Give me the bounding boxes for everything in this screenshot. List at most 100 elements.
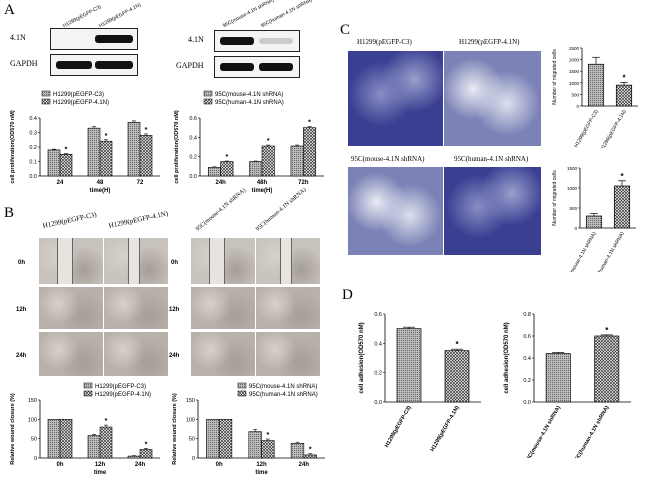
x-tick-label: 48h bbox=[257, 180, 268, 186]
panel-letter-d: D bbox=[342, 287, 353, 303]
blot-right-row1-label: 4.1N bbox=[188, 35, 204, 44]
bar bbox=[261, 145, 275, 177]
wound-right-row-0h: 0h bbox=[171, 260, 179, 266]
blot-band bbox=[259, 38, 293, 44]
y-tick-label: 0.2 bbox=[29, 145, 37, 151]
significance-star: * bbox=[308, 120, 311, 127]
bar bbox=[220, 161, 234, 177]
wound-left-row-12h: 12h bbox=[16, 307, 27, 313]
bar bbox=[248, 431, 262, 459]
y-tick-label: 1500 bbox=[567, 166, 578, 171]
wound-image bbox=[190, 331, 256, 377]
blot-left-row1-label: 4.1N bbox=[10, 33, 26, 42]
bar bbox=[139, 449, 153, 459]
y-tick-label: 0 bbox=[574, 226, 577, 231]
bar bbox=[303, 127, 317, 177]
wound-image bbox=[38, 331, 104, 377]
transwell-top-label-2: H1299(pEGFP-4.1N) bbox=[459, 38, 520, 46]
bar bbox=[127, 455, 141, 459]
y-tick-label: 0.4 bbox=[189, 135, 197, 141]
y-axis-label: cell adhesion(OD570 nM) bbox=[359, 322, 365, 393]
chart-b-right: 0 50 100 150 0h * 12h * 24h time Relative wound cl… bbox=[172, 382, 325, 476]
significance-star: * bbox=[105, 133, 108, 140]
x-tick-label: 0h bbox=[216, 462, 223, 468]
panel-letter-b: B bbox=[4, 205, 15, 221]
significance-star: * bbox=[65, 147, 68, 154]
y-tick-label: 0.0 bbox=[374, 400, 382, 406]
y-axis-label: Number of migrated cells bbox=[552, 49, 558, 105]
y-tick-label: 0.4 bbox=[523, 356, 531, 362]
bar bbox=[545, 353, 571, 403]
y-tick-label: 0.2 bbox=[523, 378, 531, 384]
bar bbox=[613, 185, 631, 229]
wound-left-header-1: H1299(pEGFP-C3) bbox=[42, 210, 98, 230]
blot-band bbox=[56, 61, 92, 69]
y-tick-label: 0.2 bbox=[189, 155, 197, 161]
x-tick-label: 95C(human-4.1N shRNA) bbox=[592, 231, 626, 272]
legend-swatch bbox=[203, 98, 213, 105]
legend-swatch bbox=[237, 390, 247, 397]
transwell-bottom-label-1: 95C(mouse-4.1N shRNA) bbox=[351, 155, 425, 163]
y-tick-label: 0.0 bbox=[29, 174, 37, 180]
transwell-image bbox=[443, 50, 542, 147]
bar bbox=[261, 440, 275, 459]
blot-band bbox=[220, 63, 254, 71]
y-tick-label: 50 bbox=[189, 437, 195, 443]
x-tick-label: 0h bbox=[56, 462, 63, 468]
bar bbox=[206, 419, 220, 459]
legend-entry: 95C(mouse-4.1N shRNA) bbox=[215, 92, 283, 98]
transwell-top-label-1: H1299(pEGFP-C3) bbox=[357, 38, 412, 46]
y-axis-label: Relative wound closure (%) bbox=[172, 393, 178, 465]
x-axis-label: time bbox=[255, 470, 268, 476]
y-tick-label: 500 bbox=[569, 206, 577, 211]
x-axis-label: time(H) bbox=[90, 188, 111, 194]
wound-image bbox=[255, 286, 321, 330]
y-tick-label: 0.6 bbox=[523, 334, 531, 340]
bar bbox=[99, 426, 113, 459]
y-tick-label: 50 bbox=[31, 437, 37, 443]
bar bbox=[207, 167, 221, 177]
significance-star: * bbox=[145, 127, 148, 134]
significance-star: * bbox=[266, 432, 269, 439]
wound-right-row-24h: 24h bbox=[169, 353, 180, 359]
y-tick-label: 0 bbox=[576, 104, 579, 109]
wound-image bbox=[190, 286, 256, 330]
blot-band bbox=[95, 35, 133, 43]
bar bbox=[87, 435, 101, 459]
significance-star: * bbox=[105, 418, 108, 425]
y-tick-label: 150 bbox=[28, 398, 37, 404]
wound-gap bbox=[209, 238, 225, 284]
bar bbox=[290, 443, 305, 459]
blot-band bbox=[220, 37, 254, 45]
wound-image bbox=[38, 237, 104, 285]
x-tick-label: 95C(mouse-4.1N shRNA) bbox=[564, 231, 598, 272]
blot-left-lane-1: H1299(pEGFP-C3) bbox=[62, 4, 103, 30]
x-tick-label: H1299(pEGFP-4.1N) bbox=[430, 405, 461, 453]
significance-star: * bbox=[605, 326, 609, 335]
y-tick-label: 500 bbox=[571, 92, 579, 97]
legend-entry: 95C(human-4.1N shRNA) bbox=[215, 100, 284, 106]
wound-image bbox=[103, 331, 169, 377]
y-tick-label: 1500 bbox=[569, 69, 580, 74]
wound-image bbox=[103, 237, 169, 285]
y-tick-label: 100 bbox=[186, 417, 195, 423]
panel-letter-a: A bbox=[4, 2, 15, 18]
x-tick-label: 24h bbox=[299, 462, 310, 468]
transwell-image bbox=[347, 50, 444, 147]
y-tick-label: 0.3 bbox=[29, 131, 37, 137]
y-axis-label: cell proliferation(OD570 nM) bbox=[10, 110, 16, 184]
y-axis-label: cell adhesion(OD570 nM) bbox=[504, 322, 510, 393]
transwell-bottom-label-2: 95C(human-4.1N shRNA) bbox=[454, 155, 529, 163]
x-tick-label: 72 bbox=[137, 180, 144, 186]
significance-star: * bbox=[225, 154, 228, 161]
blot-left-4-1n bbox=[50, 28, 138, 50]
y-axis-label: cell proliferation(OD570 nM) bbox=[174, 110, 180, 184]
x-tick-label: 95C(human-4.1N shRNA) bbox=[573, 405, 611, 458]
x-tick-label: H1299(pEGFP-C3) bbox=[384, 405, 413, 449]
y-axis-label: Relative wound closure (%) bbox=[10, 393, 16, 465]
blot-left-lane-2: H1299(pEGFP-4.1N) bbox=[98, 2, 143, 30]
bar bbox=[87, 127, 101, 177]
y-tick-label: 100 bbox=[28, 417, 37, 423]
significance-star: * bbox=[145, 441, 148, 448]
y-tick-label: 0.0 bbox=[189, 174, 197, 180]
